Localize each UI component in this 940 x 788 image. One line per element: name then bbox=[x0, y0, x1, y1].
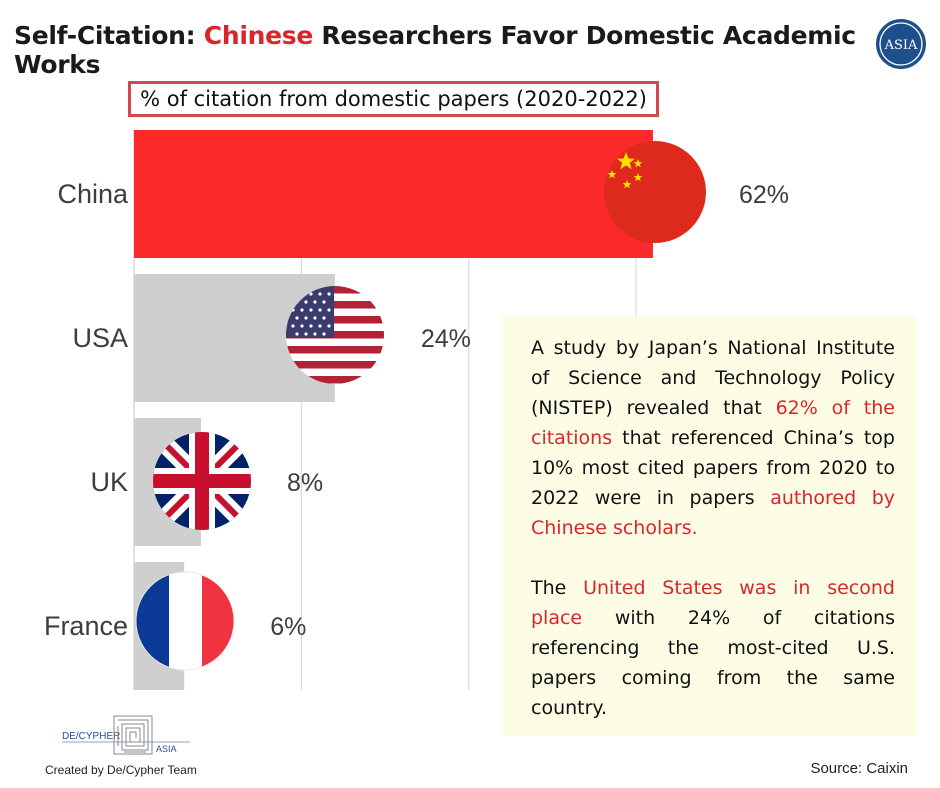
study-note: A study by Japan’s National Institute of… bbox=[501, 316, 917, 736]
credit-text: Created by De/Cypher Team bbox=[45, 763, 197, 777]
category-label-france: France bbox=[44, 611, 128, 641]
chart-subtitle: % of citation from domestic papers (2020… bbox=[128, 81, 659, 117]
asia-logo-text: ASIA bbox=[884, 38, 918, 53]
title-accent: Chinese bbox=[203, 21, 314, 50]
usa-flag-icon bbox=[286, 286, 384, 384]
value-label-usa: 24% bbox=[421, 325, 471, 353]
note-p2-text-a: The bbox=[531, 577, 584, 599]
title-suffix: Researchers Favor Domestic Academic Work… bbox=[14, 21, 856, 79]
decypher-logo: DE/CYPHER ASIA bbox=[62, 715, 190, 755]
category-label-usa: USA bbox=[72, 323, 128, 353]
note-p1-highlight-1: 62% of the citations bbox=[531, 397, 895, 449]
title-prefix: Self-Citation: bbox=[14, 21, 204, 50]
france-flag-icon bbox=[136, 572, 234, 670]
note-paragraph-2: The United States was in second place wi… bbox=[531, 573, 895, 723]
source-text: Source: Caixin bbox=[810, 760, 908, 777]
decypher-logo-right: ASIA bbox=[156, 744, 177, 754]
note-paragraph-1: A study by Japan’s National Institute of… bbox=[531, 333, 895, 543]
bar-china bbox=[134, 130, 653, 258]
value-label-france: 6% bbox=[270, 613, 306, 641]
value-label-china: 62% bbox=[739, 181, 789, 209]
note-p2-highlight: United States was in second place bbox=[531, 577, 895, 629]
note-p1-highlight-2: authored by Chinese scholars. bbox=[531, 487, 896, 539]
uk-flag-icon bbox=[153, 432, 251, 530]
category-label-uk: UK bbox=[90, 467, 128, 497]
asia-logo: ASIA bbox=[876, 19, 926, 69]
china-flag-icon bbox=[604, 141, 706, 243]
decypher-logo-left: DE/CYPHER bbox=[62, 731, 120, 742]
value-label-uk: 8% bbox=[287, 469, 323, 497]
page-title: Self-Citation: Chinese Researchers Favor… bbox=[14, 21, 940, 79]
labels: China 62% USA 24% UK 8% France 6% bbox=[44, 179, 789, 641]
note-p2-text-b: with 24% of citations referencing the mo… bbox=[531, 607, 895, 719]
category-label-china: China bbox=[57, 179, 129, 209]
note-p1-text-b: that referenced China’s top 10% most cit… bbox=[531, 427, 895, 509]
note-p1-text-a: A study by Japan’s National Institute of… bbox=[531, 337, 895, 419]
